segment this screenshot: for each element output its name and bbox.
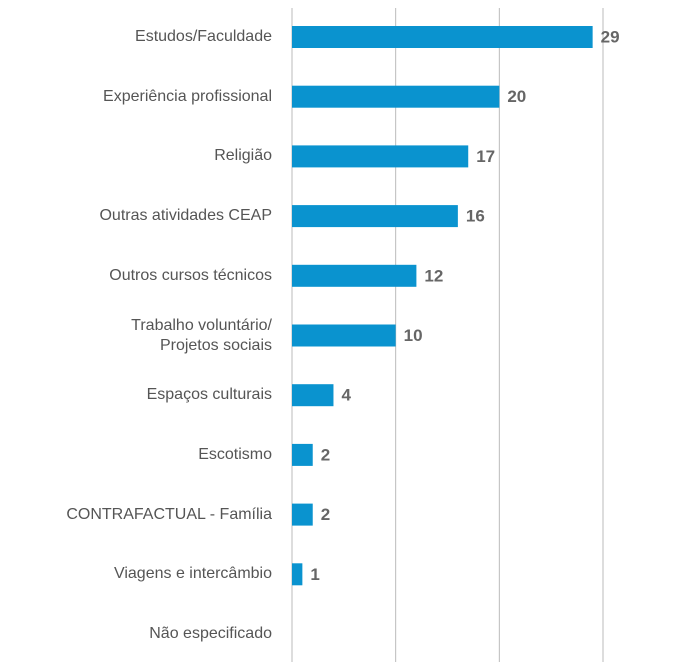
value-label: 17	[476, 147, 495, 166]
category-label: Trabalho voluntário/ Projetos sociais	[131, 316, 272, 354]
bar	[292, 145, 469, 168]
bar	[292, 26, 593, 48]
value-label: 10	[404, 326, 423, 345]
category-label: Religião	[214, 147, 272, 165]
value-label: 1	[310, 565, 319, 584]
category-label: Estudos/Faculdade	[135, 28, 272, 45]
category-label: Espaços culturais	[146, 386, 272, 404]
category-label: Não especificado	[149, 625, 272, 642]
bar	[292, 85, 500, 108]
category-label: Escotismo	[198, 445, 272, 463]
category-label: Viagens e intercâmbio	[113, 565, 272, 583]
value-label: 16	[466, 207, 485, 226]
bar	[292, 205, 458, 228]
bar	[292, 443, 313, 466]
value-label: 20	[507, 87, 526, 106]
bar	[292, 324, 396, 347]
category-label: Outras atividades CEAP	[99, 207, 272, 225]
category-label: Outros cursos técnicos	[109, 266, 272, 284]
bar	[292, 264, 417, 287]
bar	[292, 563, 303, 586]
value-label: 4	[341, 386, 351, 405]
value-label: 29	[601, 27, 620, 46]
bar	[292, 503, 313, 526]
category-label: CONTRAFACTUAL - Família	[66, 505, 272, 523]
value-label: 2	[321, 505, 330, 524]
value-label: 2	[321, 445, 330, 464]
value-label: 12	[424, 266, 443, 285]
category-label: Experiência profissional	[103, 87, 272, 105]
bar	[292, 384, 334, 407]
